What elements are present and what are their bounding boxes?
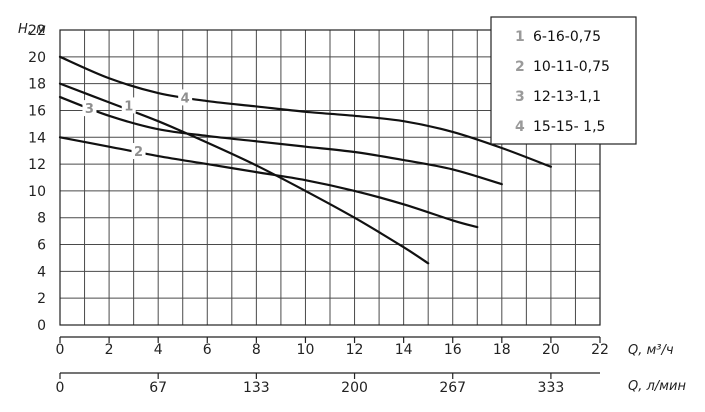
curve-label-2: 2 bbox=[134, 145, 143, 160]
y-tick-label: 16 bbox=[28, 103, 46, 119]
x-tick-label: 14 bbox=[395, 342, 413, 358]
x-tick-label: 8 bbox=[252, 342, 261, 358]
x-tick-label: 0 bbox=[56, 342, 65, 358]
plot-frame bbox=[59, 29, 601, 326]
curve-label-1: 1 bbox=[124, 99, 133, 114]
legend-number-3: 3 bbox=[515, 89, 525, 105]
x-tick-label: 18 bbox=[493, 342, 511, 358]
y-tick-label: 6 bbox=[37, 238, 46, 254]
x2-tick-label: 0 bbox=[56, 380, 65, 396]
y-tick-label: 4 bbox=[37, 264, 46, 280]
legend-label-4: 15-15- 1,5 bbox=[533, 119, 605, 135]
curve-label-background bbox=[82, 100, 97, 117]
y-tick-label: 8 bbox=[37, 211, 46, 227]
y-tick-labels: 0 2 4 6 8 10 12 14 16 18 20 22 bbox=[28, 23, 46, 334]
curve-4 bbox=[58, 55, 553, 168]
y-tick-label: 20 bbox=[28, 50, 46, 66]
x2-tick-label: 200 bbox=[341, 380, 368, 396]
legend-label-3: 12-13-1,1 bbox=[533, 89, 601, 105]
x-tick-label: 22 bbox=[591, 342, 609, 358]
y-axis-label: H, м bbox=[18, 22, 46, 37]
y-tick-label: 10 bbox=[28, 184, 46, 200]
curve-3 bbox=[58, 95, 503, 186]
curve-label-background bbox=[178, 89, 193, 106]
x2-tick-label: 333 bbox=[538, 380, 565, 396]
curve-label-background bbox=[131, 143, 146, 160]
curve-label-3: 3 bbox=[85, 102, 94, 117]
legend-number-1: 1 bbox=[515, 29, 525, 45]
x2-axis: 0 67 133 200 267 333 bbox=[56, 372, 600, 396]
x-tick-label: 4 bbox=[154, 342, 163, 358]
x2-axis-label: Q, л/мин bbox=[628, 379, 686, 394]
x2-tick-label: 133 bbox=[243, 380, 270, 396]
x-axis-label: Q, м³/ч bbox=[628, 343, 674, 358]
y-tick-label: 0 bbox=[37, 318, 46, 334]
y-tick-label: 18 bbox=[28, 77, 46, 93]
x-tick-label: 2 bbox=[105, 342, 114, 358]
y-tick-label: 14 bbox=[28, 130, 46, 146]
x-axis: 0 2 4 6 8 10 12 14 16 18 20 22 bbox=[56, 336, 609, 358]
x-tick-label: 16 bbox=[444, 342, 462, 358]
y-tick-label: 12 bbox=[28, 157, 46, 173]
curve-label-4: 4 bbox=[181, 91, 190, 106]
legend-number-4: 4 bbox=[515, 119, 525, 135]
legend-label-2: 10-11-0,75 bbox=[533, 59, 610, 75]
curve-label-background bbox=[121, 97, 136, 114]
y-tick-label: 22 bbox=[28, 23, 46, 39]
x2-tick-label: 267 bbox=[439, 380, 466, 396]
legend: 1 6-16-0,75 2 10-11-0,75 3 12-13-1,1 4 15-15- 1… bbox=[490, 16, 637, 145]
x-tick-label: 6 bbox=[203, 342, 212, 358]
curve-labels: 1 2 3 4 bbox=[82, 89, 193, 160]
x-tick-label: 20 bbox=[542, 342, 560, 358]
x-tick-label: 12 bbox=[346, 342, 364, 358]
x-tick-label: 10 bbox=[297, 342, 315, 358]
legend-number-2: 2 bbox=[515, 59, 525, 75]
legend-label-1: 6-16-0,75 bbox=[533, 29, 601, 45]
legend-box bbox=[490, 16, 637, 145]
y-tick-label: 2 bbox=[37, 291, 46, 307]
x2-tick-label: 67 bbox=[149, 380, 167, 396]
